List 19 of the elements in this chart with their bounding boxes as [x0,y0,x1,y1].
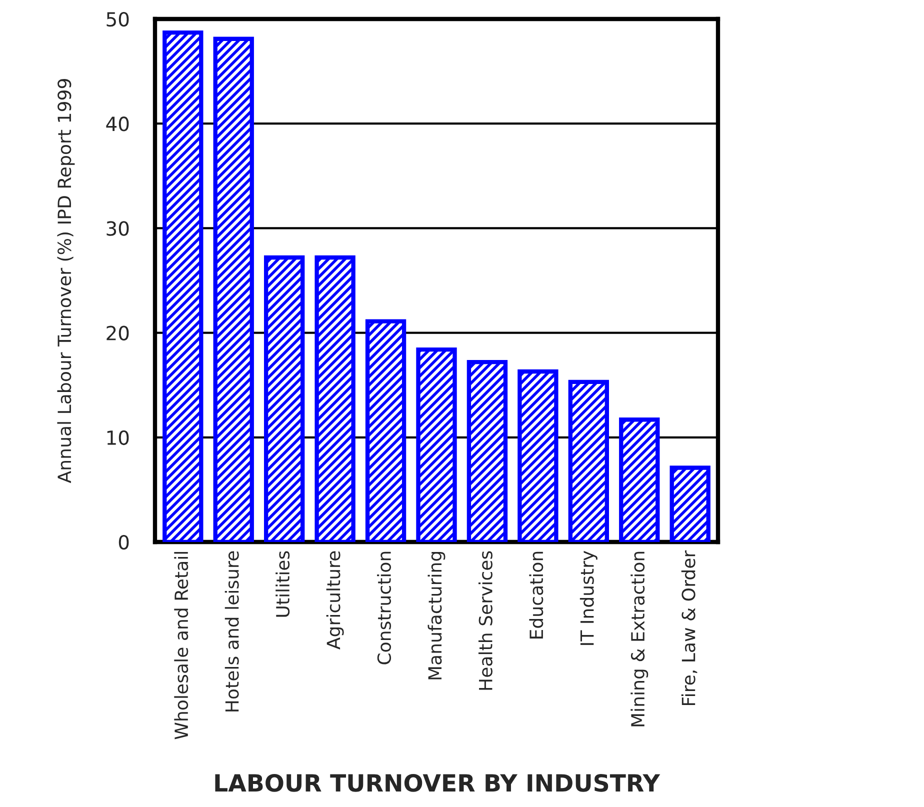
x-tick-label: Education [529,552,544,638]
y-tick-label: 30 [106,221,129,236]
y-tick-label: 10 [107,430,129,446]
x-tick-label: Mining & Extraction [630,552,648,726]
x-tick-label: Health Services [478,551,492,690]
x-tick-label: Manufacturing [428,552,446,680]
y-tick-label: 50 [106,12,129,27]
x-tick-label: Hotels and leisure [224,551,239,712]
x-tick-label: Agriculture [326,551,344,650]
y-tick-label: 20 [106,326,129,340]
x-tick-label: Fire, Law & Order [681,550,698,706]
x-tick-label: Construction [377,552,392,664]
x-tick-label: IT Industry [580,550,598,645]
x-tick-label: Utilities [276,551,290,617]
x-tick-label: Wholesale and Retail [174,552,188,740]
text: LABOUR TURNOVER BY INDUSTRY [215,774,660,792]
y-tick-label: 0 [118,534,129,550]
y-tick-label: 40 [106,116,129,132]
y-axis-title: Annual Labour Turnover (%) IPD Report 1999 [57,79,75,484]
